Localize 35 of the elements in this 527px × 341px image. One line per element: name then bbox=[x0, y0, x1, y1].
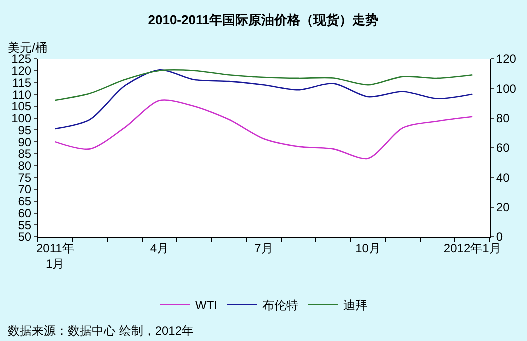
legend-label: 迪拜 bbox=[344, 298, 368, 313]
line-series bbox=[54, 70, 474, 102]
y2-tick-label: 100 bbox=[496, 82, 517, 96]
y2-tick-label: 60 bbox=[496, 141, 510, 156]
y-tick-label: 80 bbox=[18, 159, 32, 173]
chart-title: 2010-2011年国际原油价格（现货）走势 bbox=[148, 12, 379, 28]
y-tick-label: 50 bbox=[18, 230, 32, 244]
y-tick-label: 65 bbox=[18, 194, 32, 209]
y-tick-label: 60 bbox=[18, 206, 32, 220]
y-axis-title: 美元/桶 bbox=[8, 41, 48, 55]
y-tick-label: 90 bbox=[18, 135, 32, 150]
y-tick-label: 85 bbox=[18, 147, 32, 162]
y2-tick-label: 40 bbox=[496, 170, 510, 185]
line-series bbox=[54, 70, 474, 130]
x-tick-label: 2011年 1月 bbox=[36, 241, 74, 271]
y2-tick-label: 120 bbox=[496, 52, 517, 66]
source-note: 数据来源：数据中心 绘制，2012年 bbox=[8, 324, 194, 338]
y-tick-label: 95 bbox=[18, 123, 32, 138]
y-tick-label: 125 bbox=[12, 52, 32, 66]
y-tick-label: 75 bbox=[18, 170, 32, 185]
y-tick-label: 55 bbox=[18, 218, 32, 232]
line-series bbox=[54, 100, 474, 160]
y2-tick-label: 20 bbox=[496, 200, 510, 215]
y-tick-label: 105 bbox=[12, 100, 32, 114]
y-tick-label: 70 bbox=[18, 182, 32, 197]
y-tick-label: 110 bbox=[12, 88, 32, 102]
legend-label: 布伦特 bbox=[262, 298, 298, 313]
y-tick-label: 115 bbox=[12, 76, 32, 90]
y2-tick-label: 80 bbox=[496, 112, 510, 126]
y-tick-label: 120 bbox=[12, 64, 32, 78]
y-tick-label: 100 bbox=[12, 112, 32, 126]
x-tick-label: 4月 bbox=[150, 241, 170, 256]
x-tick-label: 7月 bbox=[254, 241, 274, 256]
legend-label: WTI bbox=[196, 298, 218, 313]
x-tick-label: 10月 bbox=[356, 241, 381, 256]
